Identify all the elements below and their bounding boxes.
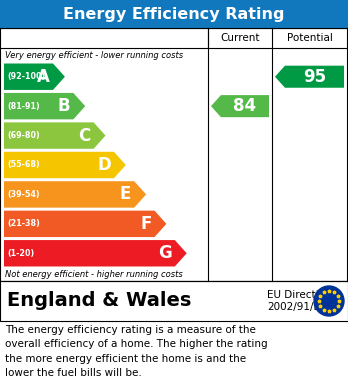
Polygon shape — [4, 211, 166, 237]
Polygon shape — [4, 93, 85, 119]
Text: Very energy efficient - lower running costs: Very energy efficient - lower running co… — [5, 50, 183, 59]
Text: F: F — [140, 215, 151, 233]
Text: D: D — [97, 156, 111, 174]
Text: (92-100): (92-100) — [7, 72, 45, 81]
Polygon shape — [4, 63, 65, 90]
Text: England & Wales: England & Wales — [7, 292, 191, 310]
Text: Potential: Potential — [286, 33, 332, 43]
Text: Current: Current — [220, 33, 260, 43]
Text: (21-38): (21-38) — [7, 219, 40, 228]
Text: EU Directive
2002/91/EC: EU Directive 2002/91/EC — [267, 290, 331, 312]
Circle shape — [314, 286, 344, 316]
Polygon shape — [4, 240, 187, 267]
Text: (81-91): (81-91) — [7, 102, 40, 111]
Text: (39-54): (39-54) — [7, 190, 40, 199]
Text: 95: 95 — [303, 68, 326, 86]
Text: Energy Efficiency Rating: Energy Efficiency Rating — [63, 7, 285, 22]
Text: Not energy efficient - higher running costs: Not energy efficient - higher running co… — [5, 270, 183, 279]
Text: The energy efficiency rating is a measure of the
overall efficiency of a home. T: The energy efficiency rating is a measur… — [5, 325, 268, 378]
Bar — [0, 0, 348, 28]
Polygon shape — [275, 66, 344, 88]
Bar — [0, 28, 348, 281]
Text: (55-68): (55-68) — [7, 160, 40, 170]
Polygon shape — [4, 152, 126, 178]
Polygon shape — [4, 122, 105, 149]
Bar — [0, 281, 348, 321]
Text: 84: 84 — [234, 97, 256, 115]
Polygon shape — [4, 181, 146, 208]
Text: E: E — [120, 185, 131, 203]
Text: A: A — [37, 68, 50, 86]
Text: (1-20): (1-20) — [7, 249, 34, 258]
Text: G: G — [158, 244, 172, 262]
Text: C: C — [78, 127, 90, 145]
Text: B: B — [58, 97, 70, 115]
Polygon shape — [211, 95, 269, 117]
Text: (69-80): (69-80) — [7, 131, 40, 140]
